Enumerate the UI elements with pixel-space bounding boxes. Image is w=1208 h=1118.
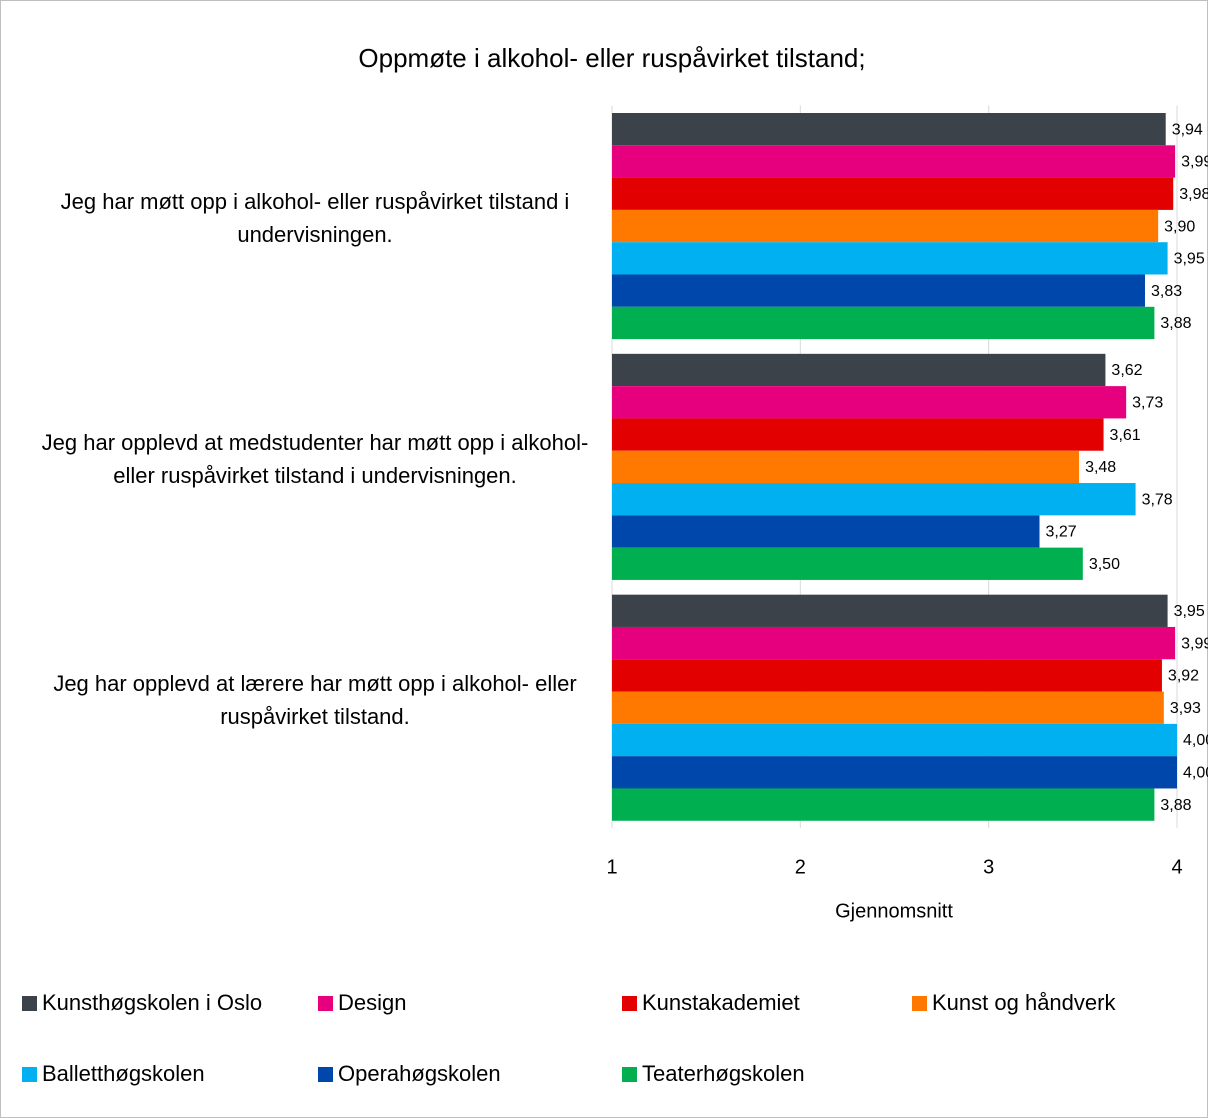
legend-label: Balletthøgskolen [42, 1061, 205, 1086]
category-label: Jeg har opplevd at medstudenter har møtt… [41, 429, 589, 488]
legend-label: Design [338, 990, 406, 1015]
x-tick-label: 1 [606, 856, 617, 878]
data-label: 3,94 [1172, 121, 1203, 138]
legend-label: Kunsthøgskolen i Oslo [42, 990, 262, 1015]
x-axis-label: Gjennomsnitt [835, 900, 953, 922]
bar [612, 723, 1177, 757]
bar [612, 788, 1155, 821]
data-label: 3,27 [1046, 524, 1077, 541]
data-label: 3,90 [1164, 218, 1195, 235]
bar [612, 515, 1040, 548]
x-tick-label: 3 [983, 856, 994, 878]
category-label: Jeg har opplevd at lærere har møtt opp i… [53, 670, 577, 729]
legend-swatch [318, 996, 333, 1011]
bar [612, 353, 1106, 387]
legend-swatch [318, 1067, 333, 1082]
data-label: 3,50 [1089, 556, 1120, 573]
data-label: 3,93 [1170, 700, 1201, 717]
data-label: 3,48 [1085, 459, 1116, 476]
bar [612, 145, 1176, 178]
data-label: 3,61 [1110, 427, 1141, 444]
x-tick-label: 4 [1171, 856, 1182, 878]
bar [612, 594, 1168, 627]
bar [612, 547, 1083, 580]
x-tick-label: 2 [795, 856, 806, 878]
data-label: 3,73 [1132, 395, 1163, 412]
data-label: 4,00 [1183, 732, 1208, 749]
chart-title: Oppmøte i alkohol- eller ruspåvirket til… [358, 43, 865, 73]
bar [612, 756, 1177, 789]
legend-swatch [22, 1067, 37, 1082]
bar [612, 113, 1166, 146]
legend-label: Kunstakademiet [642, 990, 800, 1015]
bar [612, 209, 1159, 243]
bar [612, 306, 1155, 340]
bar [612, 659, 1162, 692]
bar [612, 386, 1127, 419]
data-label: 3,95 [1174, 603, 1205, 620]
legend-swatch [22, 996, 37, 1011]
data-label: 3,92 [1168, 668, 1199, 685]
data-label: 3,99 [1181, 154, 1208, 171]
data-label: 3,83 [1151, 283, 1182, 300]
data-label: 3,99 [1181, 635, 1208, 652]
data-label: 3,98 [1179, 186, 1208, 203]
data-label: 3,95 [1174, 251, 1205, 268]
data-label: 3,78 [1142, 491, 1173, 508]
legend-swatch [912, 996, 927, 1011]
legend-label: Teaterhøgskolen [642, 1061, 805, 1086]
bar [612, 274, 1145, 307]
legend-label: Kunst og håndverk [932, 990, 1116, 1015]
bar [612, 177, 1174, 210]
data-label: 4,00 [1183, 765, 1208, 782]
data-label: 3,88 [1160, 315, 1191, 332]
category-label: Jeg har møtt opp i alkohol- eller ruspåv… [60, 188, 570, 247]
bar [612, 418, 1104, 451]
bar [612, 450, 1080, 484]
legend-swatch [622, 996, 637, 1011]
bar [612, 483, 1136, 516]
legend-label: Operahøgskolen [338, 1061, 501, 1086]
bar [612, 626, 1176, 660]
bar [612, 242, 1168, 275]
data-label: 3,88 [1160, 797, 1191, 814]
legend-swatch [622, 1067, 637, 1082]
bar [612, 691, 1164, 724]
data-label: 3,62 [1111, 362, 1142, 379]
